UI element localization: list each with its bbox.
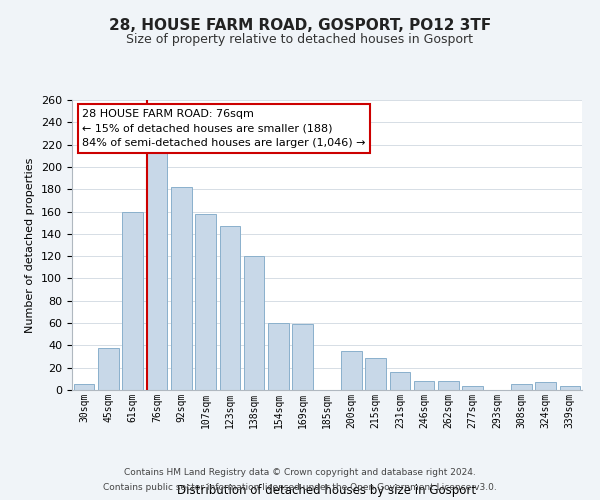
Bar [535,382,556,390]
Bar [292,324,313,390]
Text: 28, HOUSE FARM ROAD, GOSPORT, PO12 3TF: 28, HOUSE FARM ROAD, GOSPORT, PO12 3TF [109,18,491,32]
Bar [560,386,580,390]
Bar [146,144,167,390]
Bar [438,381,459,390]
Bar [244,256,265,390]
Bar [511,384,532,390]
Bar [414,381,434,390]
Y-axis label: Number of detached properties: Number of detached properties [25,158,35,332]
Bar [74,384,94,390]
Text: Contains HM Land Registry data © Crown copyright and database right 2024.: Contains HM Land Registry data © Crown c… [124,468,476,477]
Bar [389,372,410,390]
Bar [365,358,386,390]
Bar [171,187,191,390]
Bar [268,323,289,390]
Text: 28 HOUSE FARM ROAD: 76sqm
← 15% of detached houses are smaller (188)
84% of semi: 28 HOUSE FARM ROAD: 76sqm ← 15% of detac… [82,108,366,148]
Text: Size of property relative to detached houses in Gosport: Size of property relative to detached ho… [127,32,473,46]
Bar [341,351,362,390]
Bar [98,348,119,390]
Bar [220,226,240,390]
Bar [463,386,483,390]
Bar [122,212,143,390]
X-axis label: Distribution of detached houses by size in Gosport: Distribution of detached houses by size … [178,484,476,496]
Bar [195,214,216,390]
Text: Contains public sector information licensed under the Open Government Licence v3: Contains public sector information licen… [103,483,497,492]
